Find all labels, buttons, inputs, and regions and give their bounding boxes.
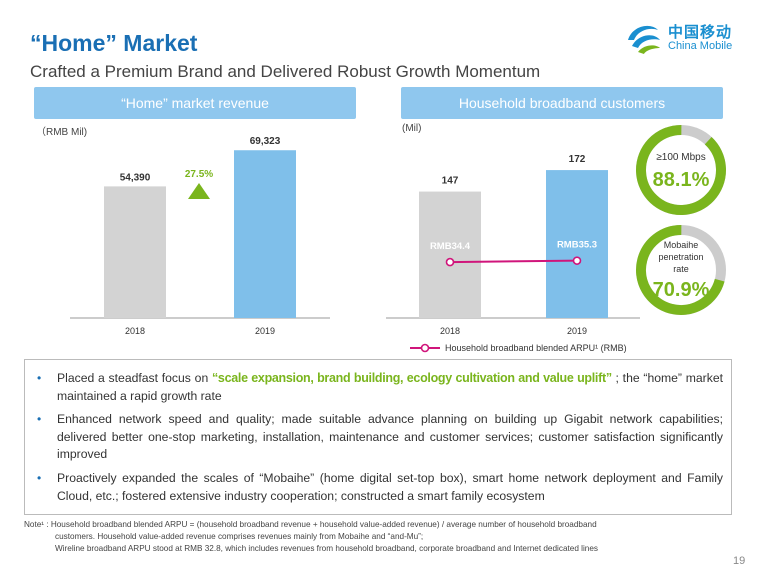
bullet-item-3: Proactively expanded the scales of “Moba… [57,471,723,503]
bullet-symbol: • [37,371,42,385]
revenue-bar-2018 [104,186,166,318]
footnote-line-2: customers. Household value-added revenue… [55,532,424,541]
revenue-tick-label: 2018 [125,326,145,336]
growth-label: 27.5% [185,169,213,180]
bullet-item-1: Placed a steadfast focus on “scale expan… [57,370,723,405]
footnote-line-3: Wireline broadband ARPU stood at RMB 32.… [55,544,598,553]
bullet-1-post: ; the “home” market maintained a rapid g… [57,371,723,403]
revenue-value-label: 54,390 [120,172,151,183]
revenue-unit-label: （RMB Mil) [36,127,88,138]
broadband-chart-title: Household broadband customers [401,87,723,119]
footnote: Note¹ : Household broadband blended ARPU… [24,519,732,555]
revenue-bar-2019 [234,150,296,318]
bullet-symbol: • [37,471,42,485]
footnote-line-1: Note¹ : Household broadband blended ARPU… [24,520,597,529]
logo-english-text: China Mobile [668,40,733,52]
page-title: “Home” Market [30,30,198,56]
page-subtitle: Crafted a Premium Brand and Delivered Ro… [30,62,541,81]
bullet-symbol: • [37,412,42,426]
bullet-item-2: Enhanced network speed and quality; made… [57,412,723,462]
growth-triangle-icon [188,183,210,199]
bullet-1-pre: Placed a steadfast focus on [57,371,212,385]
key-points-box: • Placed a steadfast focus on “scale exp… [24,359,732,515]
logo-chinese-text: 中国移动 [668,24,733,41]
china-mobile-logo: 中国移动 China Mobile [624,18,744,58]
revenue-value-label: 69,323 [250,136,281,147]
revenue-tick-label: 2019 [255,326,275,336]
logo-swirl-icon [628,25,660,54]
revenue-chart-title: “Home” market revenue [34,87,356,119]
broadband-unit-label: (Mil) [402,123,422,134]
bullet-1-highlight: “scale expansion, brand building, ecolog… [211,371,612,385]
page-number: 19 [733,555,746,567]
